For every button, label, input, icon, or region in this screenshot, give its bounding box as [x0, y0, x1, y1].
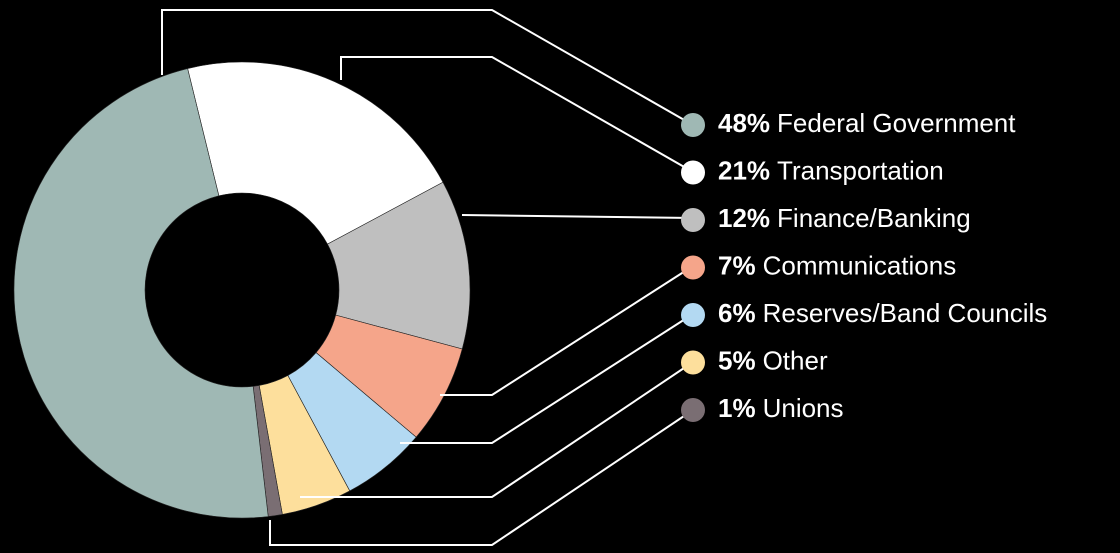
leader-line: [269, 409, 694, 546]
legend-name: Unions: [763, 393, 844, 423]
legend-name: Communications: [763, 250, 957, 280]
leader-line: [161, 9, 694, 126]
legend-percent: 5%: [718, 345, 756, 375]
legend-label: 12% Finance/Banking: [718, 203, 971, 233]
legend-name: Federal Government: [777, 108, 1016, 138]
legend-percent: 12%: [718, 203, 770, 233]
legend-name: Other: [763, 345, 828, 375]
leader-line: [400, 313, 694, 444]
legend-percent: 6%: [718, 298, 756, 328]
legend-label: 7% Communications: [718, 250, 956, 280]
legend-label: 6% Reserves/Band Councils: [718, 298, 1047, 328]
legend-name: Reserves/Band Councils: [763, 298, 1048, 328]
legend-name: Transportation: [777, 155, 944, 185]
legend-name: Finance/Banking: [777, 203, 971, 233]
legend-label: 1% Unions: [718, 393, 844, 423]
legend-dot: [681, 113, 705, 137]
slice: [13, 68, 269, 519]
legend-dot: [681, 160, 705, 185]
legend-percent: 21%: [718, 155, 770, 185]
legend-percent: 7%: [718, 250, 756, 280]
leader-line: [440, 265, 694, 396]
legend-dot: [681, 208, 705, 232]
legend-dot: [681, 350, 705, 375]
slice: [187, 61, 444, 245]
legend-dot: [681, 398, 705, 422]
legend-dot: [681, 303, 705, 327]
leader-line: [300, 361, 694, 498]
legend-dot: [681, 255, 705, 280]
leader-line: [461, 214, 694, 219]
legend-percent: 1%: [718, 393, 756, 423]
legend-label: 48% Federal Government: [718, 108, 1016, 138]
legend-label: 5% Other: [718, 345, 828, 375]
legend-percent: 48%: [718, 108, 770, 138]
leader-line: [340, 56, 694, 173]
slice: [327, 181, 471, 350]
legend-label: 21% Transportation: [718, 155, 944, 185]
